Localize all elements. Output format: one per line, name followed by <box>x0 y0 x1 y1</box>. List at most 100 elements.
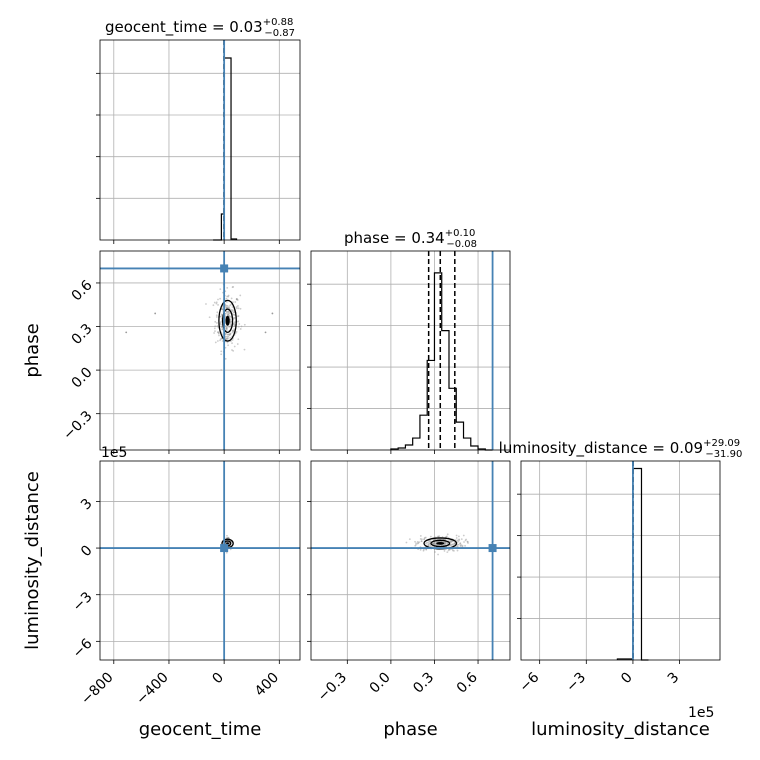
scatter-phase-vs-luminosity_distance <box>405 533 469 556</box>
scatter-point <box>240 325 243 328</box>
x-tick-label-geocent_time-0: −800 <box>78 670 117 709</box>
scatter-outlier <box>154 312 157 315</box>
scatter-point <box>214 320 217 323</box>
contour-inner-geocent_time-vs-phase <box>221 308 234 333</box>
scatter-point <box>227 294 230 297</box>
scatter-point <box>450 540 453 543</box>
scatter-point <box>213 327 216 330</box>
x-tick-label-phase-2: 0.3 <box>410 670 437 697</box>
scatter-point <box>218 334 220 337</box>
scatter-point <box>227 306 229 309</box>
scatter-point <box>212 304 215 307</box>
scatter-point <box>231 331 234 334</box>
scatter-point <box>228 312 231 315</box>
scatter-point <box>444 538 447 541</box>
scatter-point <box>429 535 432 538</box>
scatter-point <box>214 341 217 344</box>
scatter-point <box>228 334 231 336</box>
scatter-point <box>215 314 218 317</box>
scatter-geocent_time-vs-phase <box>125 283 274 371</box>
scatter-point <box>239 307 242 310</box>
scatter-point <box>233 324 236 327</box>
scatter-point <box>461 545 464 547</box>
scatter-point <box>226 295 229 298</box>
scatter-point <box>213 301 216 304</box>
scatter-point <box>225 332 228 335</box>
scatter-point <box>227 337 229 340</box>
scatter-point <box>225 335 227 338</box>
scatter-point <box>227 536 230 539</box>
panel-frame-geocent_time-vs-phase <box>99 250 301 451</box>
scatter-point <box>225 312 227 315</box>
scatter-point <box>226 286 229 289</box>
scatter-point <box>460 538 463 540</box>
scatter-point <box>437 553 439 556</box>
scatter-point <box>414 540 416 543</box>
scatter-point <box>220 325 223 328</box>
scatter-point <box>219 297 222 300</box>
panel-frame-geocent_time-vs-luminosity_distance <box>99 460 301 661</box>
y-tick-label-phase-0: −0.3 <box>60 408 95 443</box>
scatter-point <box>225 307 228 309</box>
scatter-point <box>208 316 211 319</box>
scatter-point <box>226 333 229 336</box>
scatter-point <box>421 538 423 541</box>
scatter-outlier <box>271 312 274 315</box>
scatter-point <box>456 539 459 542</box>
scatter-point <box>217 298 219 301</box>
scatter-point <box>231 339 234 341</box>
scatter-point <box>231 309 234 312</box>
density-core-phase-vs-luminosity_distance <box>436 542 445 545</box>
y-axis-label-luminosity_distance: luminosity_distance <box>22 471 43 650</box>
scatter-point <box>237 315 239 318</box>
scatter-point <box>217 331 220 334</box>
scatter-point <box>425 542 427 545</box>
scatter-point <box>416 542 419 545</box>
scatter-point <box>227 310 230 313</box>
scatter-point <box>227 335 230 338</box>
scatter-outlier <box>125 331 128 334</box>
hist-frame-luminosity_distance <box>520 460 721 661</box>
y-tick-label-phase-2: 0.3 <box>69 321 96 348</box>
scatter-point <box>226 534 228 537</box>
scatter-outlier <box>264 331 267 334</box>
y-tick-label-luminosity_distance-2: 0 <box>78 542 96 560</box>
panel-frame-phase-vs-luminosity_distance <box>310 460 511 661</box>
scatter-point <box>221 328 224 331</box>
scatter-point <box>445 535 448 538</box>
scatter-point <box>237 338 240 341</box>
hist-frame-geocent_time <box>99 39 301 241</box>
scatter-point <box>462 534 465 537</box>
scatter-point <box>239 328 242 330</box>
scatter-point <box>217 304 219 306</box>
x-axis-label-geocent_time: geocent_time <box>139 719 262 740</box>
scatter-point <box>234 317 236 319</box>
scatter-point <box>221 340 224 342</box>
scatter-point <box>232 286 235 288</box>
scatter-point <box>419 548 422 551</box>
scatter-point <box>233 345 236 348</box>
scatter-point <box>419 535 422 537</box>
scatter-point <box>215 316 218 318</box>
x-offset-label-luminosity_distance: 1e5 <box>688 705 714 721</box>
scatter-point <box>458 538 460 541</box>
scatter-point <box>227 312 229 315</box>
x-tick-label-luminosity_distance-2: 0 <box>618 670 636 688</box>
y-tick-label-luminosity_distance-0: −6 <box>70 636 96 662</box>
scatter-point <box>226 300 228 303</box>
scatter-point <box>424 536 427 539</box>
scatter-point <box>233 321 236 324</box>
scatter-point <box>233 328 236 331</box>
title-phase: phase = 0.34+0.10 −0.08 <box>344 228 477 250</box>
scatter-point <box>234 301 237 303</box>
x-tick-label-geocent_time-1: −400 <box>133 670 172 709</box>
scatter-point <box>229 336 232 339</box>
scatter-point <box>228 325 230 328</box>
scatter-point <box>436 535 439 538</box>
scatter-point <box>230 303 233 306</box>
scatter-point <box>427 542 430 544</box>
x-tick-label-phase-3: 0.6 <box>454 669 481 696</box>
scatter-point <box>232 349 235 352</box>
scatter-point <box>466 540 469 543</box>
